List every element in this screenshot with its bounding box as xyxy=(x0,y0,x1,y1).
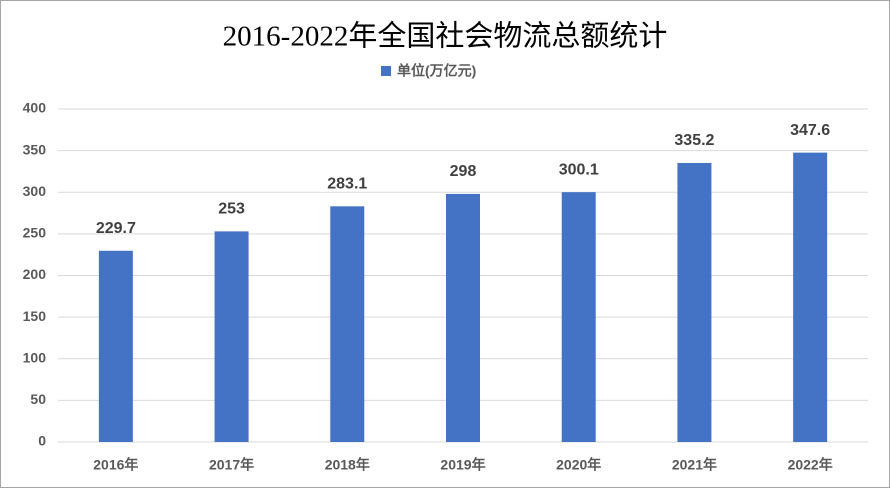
y-tick-label: 250 xyxy=(23,225,47,241)
data-label: 229.7 xyxy=(96,220,136,237)
bar xyxy=(561,192,596,442)
data-label: 298 xyxy=(450,163,477,180)
data-label: 300.1 xyxy=(559,161,599,178)
data-label: 335.2 xyxy=(674,132,714,149)
data-label: 347.6 xyxy=(790,122,830,139)
x-tick-label: 2016年 xyxy=(93,457,138,473)
bar xyxy=(214,231,249,442)
chart-title: 2016-2022年全国社会物流总额统计 xyxy=(223,20,668,53)
data-label: 253 xyxy=(218,201,245,218)
y-tick-label: 350 xyxy=(23,141,47,157)
x-tick-label: 2022年 xyxy=(788,457,833,473)
y-tick-label: 300 xyxy=(23,183,47,199)
y-tick-label: 50 xyxy=(30,391,46,407)
y-tick-label: 200 xyxy=(23,266,47,282)
bar xyxy=(98,250,133,442)
x-tick-label: 2017年 xyxy=(209,457,254,473)
x-tick-label: 2021年 xyxy=(672,457,717,473)
bar xyxy=(330,206,365,442)
y-tick-label: 150 xyxy=(23,308,47,324)
legend-swatch xyxy=(381,66,391,76)
y-tick-label: 0 xyxy=(38,433,46,449)
bar xyxy=(677,162,712,443)
legend-label: 单位(万亿元) xyxy=(397,63,476,79)
bar xyxy=(446,193,480,442)
bar xyxy=(793,152,828,443)
y-tick-label: 400 xyxy=(23,100,47,116)
x-tick-label: 2018年 xyxy=(325,457,370,473)
y-tick-label: 100 xyxy=(23,349,47,365)
data-label: 283.1 xyxy=(327,176,367,193)
x-tick-label: 2019年 xyxy=(440,457,485,473)
x-tick-label: 2020年 xyxy=(556,457,601,473)
